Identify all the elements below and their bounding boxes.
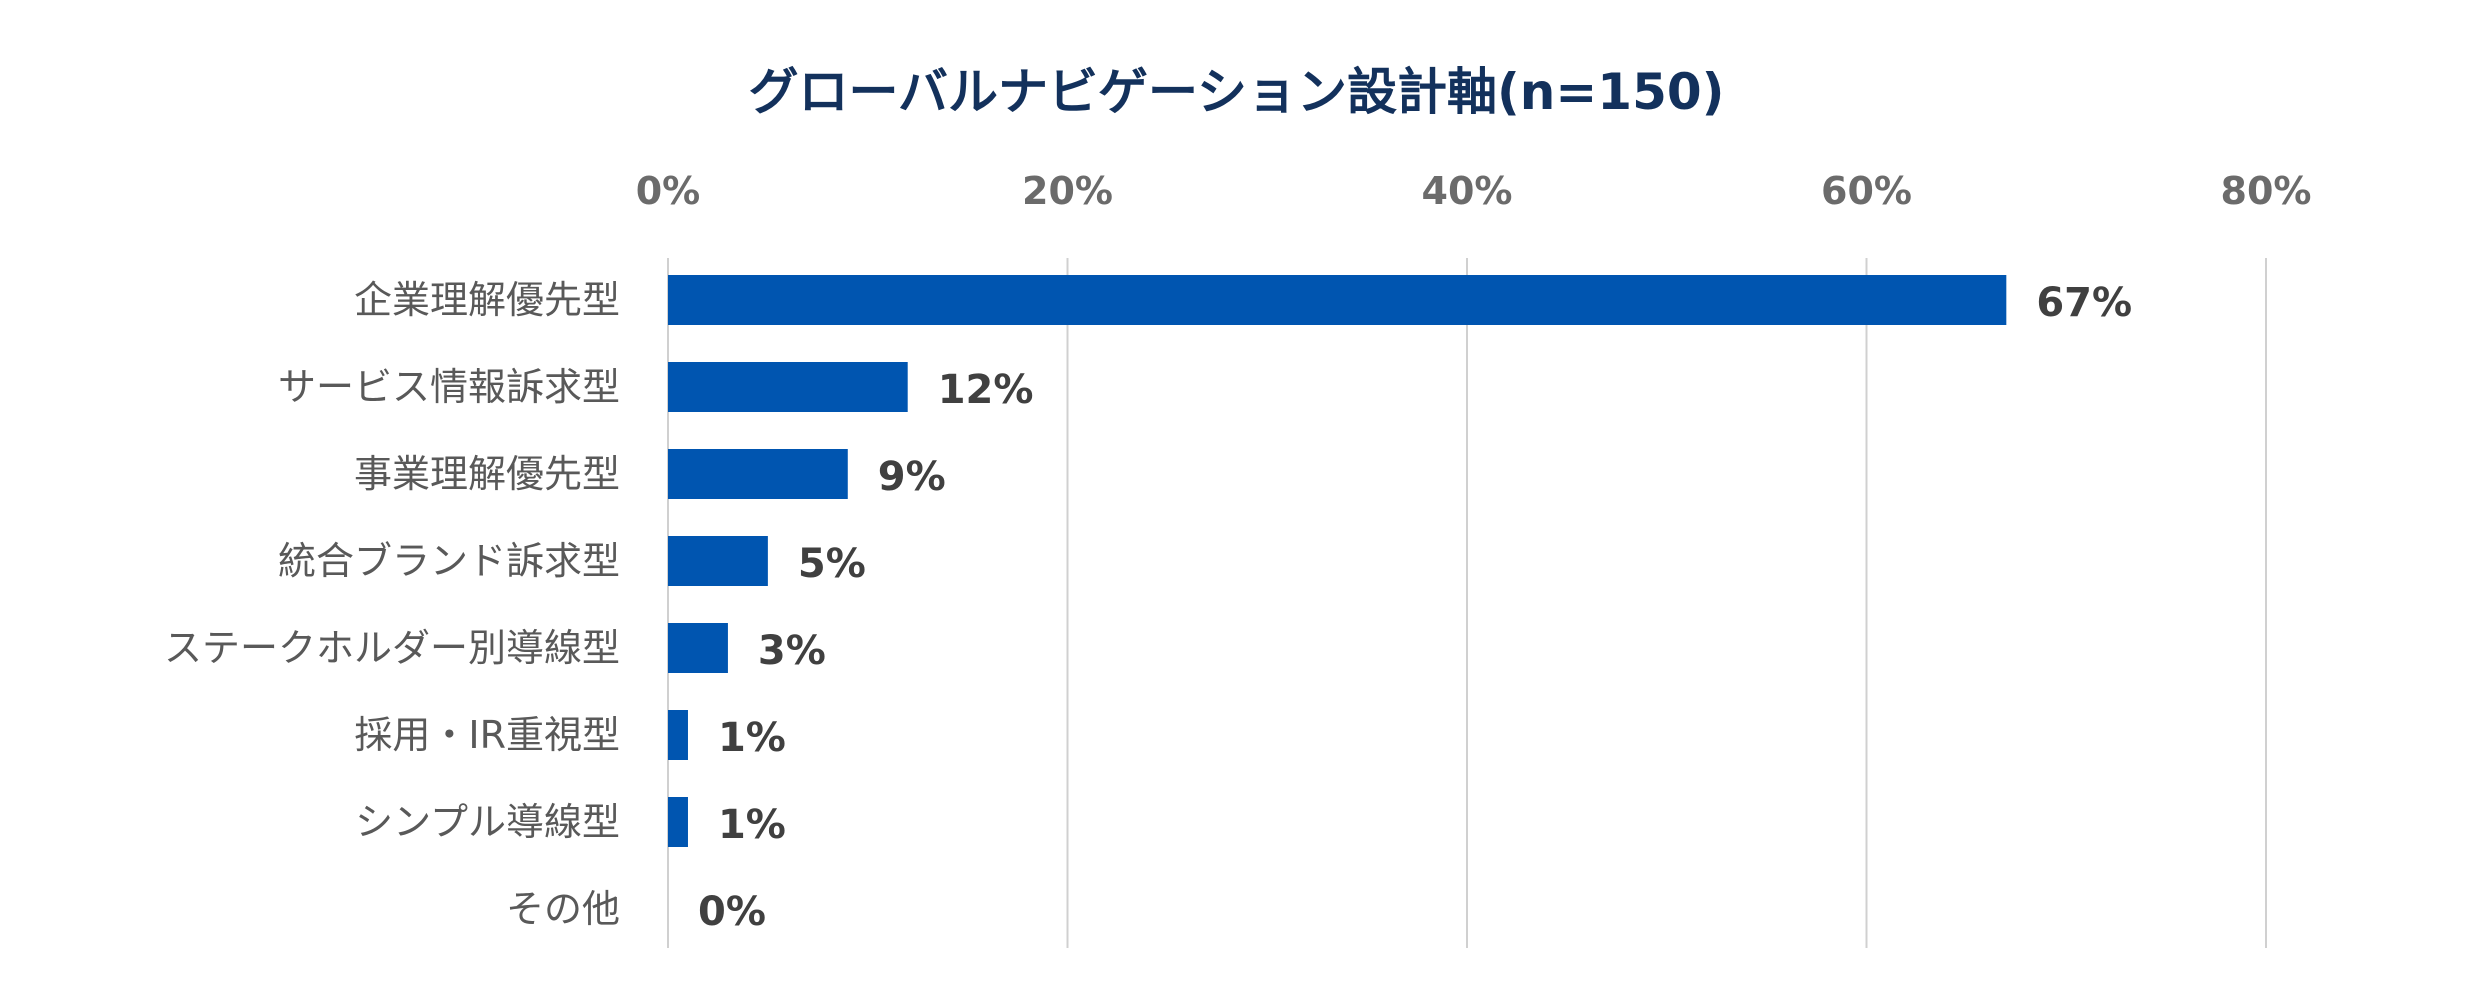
data-label: 0%	[698, 889, 766, 935]
x-axis-ticks: 0% 20% 40% 60% 80%	[636, 169, 2312, 213]
bar	[668, 449, 848, 499]
category-label: シンプル導線型	[355, 800, 620, 844]
value-labels: 67% 12% 9% 5% 3% 1% 1% 0%	[698, 280, 2132, 935]
bar	[668, 710, 688, 760]
gridlines	[667, 258, 2267, 948]
bar	[668, 536, 768, 586]
x-tick-label: 80%	[2221, 169, 2312, 213]
data-label: 1%	[718, 715, 786, 761]
x-tick-label: 0%	[636, 169, 701, 213]
category-label: 採用・IR重視型	[354, 713, 620, 757]
x-tick-label: 60%	[1821, 169, 1912, 213]
data-label: 12%	[938, 367, 1034, 413]
data-label: 67%	[2036, 280, 2132, 326]
category-label: 事業理解優先型	[354, 452, 620, 496]
data-label: 5%	[798, 541, 866, 587]
category-label: サービス情報訴求型	[278, 365, 620, 409]
category-label: 統合ブランド訴求型	[278, 539, 620, 583]
chart-title: グローバルナビゲーション設計軸(n=150)	[748, 63, 1725, 121]
bar	[668, 362, 908, 412]
bar	[668, 623, 728, 673]
data-label: 1%	[718, 802, 786, 848]
category-label: 企業理解優先型	[354, 278, 620, 322]
x-tick-label: 40%	[1422, 169, 1513, 213]
data-label: 3%	[758, 628, 826, 674]
x-tick-label: 20%	[1022, 169, 1113, 213]
category-labels: 企業理解優先型サービス情報訴求型事業理解優先型統合ブランド訴求型ステークホルダー…	[164, 278, 620, 931]
bar	[668, 275, 2007, 325]
bars	[668, 275, 2007, 847]
category-label: その他	[506, 887, 620, 931]
bar	[668, 797, 688, 847]
data-label: 9%	[878, 454, 946, 500]
category-label: ステークホルダー別導線型	[164, 626, 620, 670]
